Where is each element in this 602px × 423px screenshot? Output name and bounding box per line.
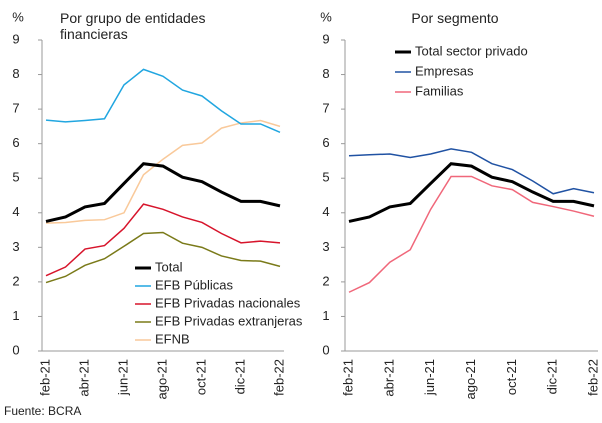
- legend-label: EFB Privadas nacionales: [155, 295, 301, 310]
- x-tick-label: dic-21: [545, 359, 560, 394]
- y-tick-label: 0: [322, 342, 329, 357]
- series-line: [45, 231, 281, 284]
- series-line: [45, 203, 281, 277]
- y-tick-label: 5: [12, 170, 19, 185]
- y-tick-label: 7: [322, 101, 329, 116]
- y-tick-label: 3: [322, 239, 329, 254]
- series-line: [45, 68, 281, 133]
- x-tick-label: jun-21: [115, 359, 130, 396]
- x-tick-label: ago-21: [154, 359, 169, 399]
- y-tick-label: 4: [322, 204, 329, 219]
- series-line: [348, 148, 595, 195]
- x-tick-label: feb-21: [37, 359, 52, 396]
- y-tick-label: 2: [12, 273, 19, 288]
- y-tick-label: 6: [322, 135, 329, 150]
- x-tick-label: abr-21: [76, 359, 91, 397]
- x-tick-label: oct-21: [504, 359, 519, 395]
- x-tick-label: feb-22: [585, 359, 600, 396]
- x-tick-label: abr-21: [381, 359, 396, 397]
- legend-label: EFB Públicas: [155, 277, 234, 292]
- y-tick-label: 1: [12, 308, 19, 323]
- y-tick-label: 9: [322, 31, 329, 46]
- source: Fuente: BCRA: [4, 404, 82, 418]
- x-tick-label: feb-21: [340, 359, 355, 396]
- legend-label: Total sector privado: [415, 43, 528, 58]
- y-tick-label: 1: [322, 308, 329, 323]
- x-tick-label: ago-21: [463, 359, 478, 399]
- y-tick-label: 9: [12, 31, 19, 46]
- legend-label: EFB Privadas extranjeras: [155, 313, 303, 328]
- x-tick-label: oct-21: [193, 359, 208, 395]
- y-tick-label: 8: [322, 66, 329, 81]
- series-line: [348, 162, 595, 223]
- series-line: [45, 162, 281, 223]
- panel-title: Por grupo de entidades financieras: [60, 10, 206, 42]
- series-line: [45, 119, 281, 224]
- y-tick-label: 7: [12, 101, 19, 116]
- y-tick-label: 3: [12, 239, 19, 254]
- y-tick-label: 4: [12, 204, 19, 219]
- y-axis-label: %: [320, 9, 332, 24]
- x-tick-label: dic-21: [232, 359, 247, 394]
- x-tick-label: jun-21: [422, 359, 437, 396]
- y-tick-label: 5: [322, 170, 329, 185]
- y-tick-label: 0: [12, 342, 19, 357]
- y-tick-label: 6: [12, 135, 19, 150]
- legend-label: Total: [155, 259, 183, 274]
- legend-label: EFNB: [155, 331, 190, 346]
- y-tick-label: 8: [12, 66, 19, 81]
- y-tick-label: 2: [322, 273, 329, 288]
- x-tick-label: feb-22: [271, 359, 286, 396]
- legend-label: Familias: [415, 83, 464, 98]
- panel-title: Por segmento: [411, 10, 499, 26]
- legend-label: Empresas: [415, 63, 474, 78]
- series-line: [348, 175, 595, 293]
- y-axis-label: %: [12, 9, 24, 24]
